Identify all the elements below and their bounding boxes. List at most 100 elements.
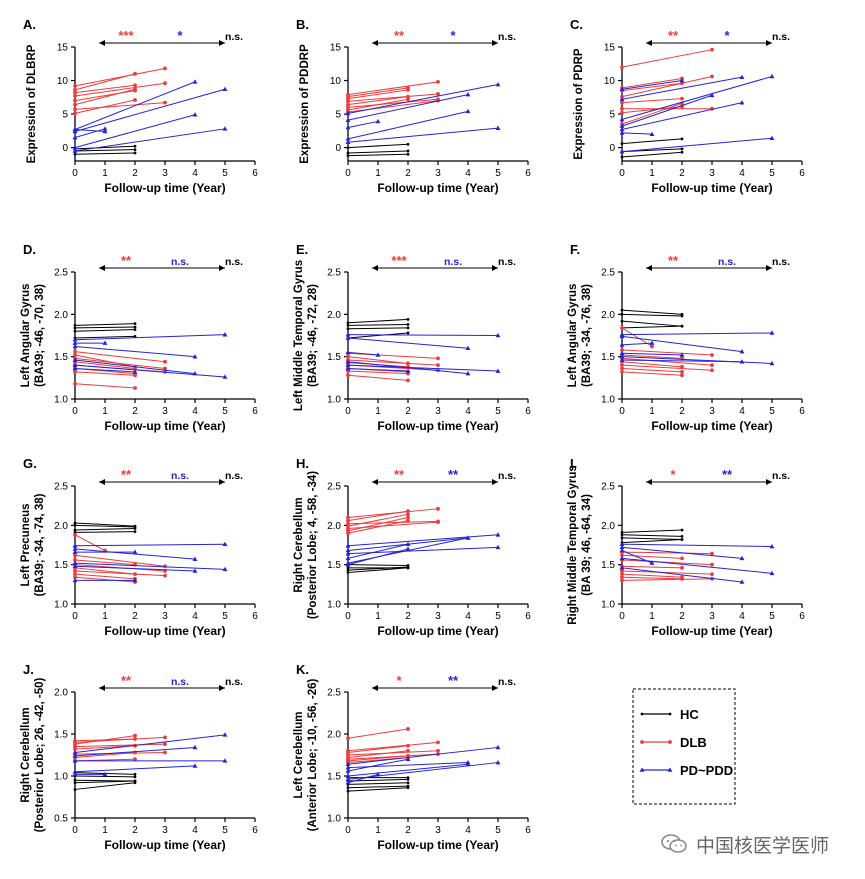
y-tick-label: 15 — [330, 43, 342, 54]
y-axis-label: Expression of DLBRP — [26, 44, 38, 163]
panel-letter: I. — [570, 456, 577, 471]
data-point — [739, 74, 745, 79]
data-point — [375, 771, 381, 777]
significance-label: * — [670, 467, 676, 482]
subject-line-dlb — [73, 83, 137, 95]
data-point — [680, 370, 684, 374]
y-axis-label: (Anterior Lobe; -10, -56, -26) — [307, 678, 319, 831]
data-point — [619, 565, 625, 570]
data-point — [192, 568, 198, 573]
data-point — [668, 712, 672, 716]
series-line — [74, 548, 196, 560]
y-axis-label: Right Middle Temporal Gyrus — [567, 465, 579, 625]
x-tick-label: 3 — [709, 406, 715, 417]
series-line — [74, 351, 166, 363]
data-point — [620, 142, 624, 145]
y-tick-label: 1.5 — [327, 560, 341, 571]
x-tick-label: 1 — [375, 168, 381, 179]
data-point — [406, 326, 410, 330]
subject-line-pd — [72, 744, 198, 758]
data-point — [192, 744, 198, 750]
series-line — [347, 745, 409, 753]
series-line — [347, 327, 409, 330]
data-point — [73, 523, 77, 527]
data-point — [346, 786, 350, 790]
data-point — [163, 359, 167, 364]
data-point — [345, 773, 351, 778]
data-point — [72, 563, 78, 569]
data-point — [346, 146, 350, 149]
y-tick-label: 2.0 — [601, 310, 615, 321]
series-line — [347, 323, 409, 326]
legend-label: DLB — [680, 735, 707, 750]
data-point — [406, 748, 410, 753]
x-tick-label: 2 — [679, 168, 685, 179]
data-point — [73, 107, 77, 112]
data-point — [465, 371, 471, 376]
data-point — [739, 348, 745, 354]
subject-line-hc — [73, 530, 137, 534]
x-tick-label: 0 — [345, 168, 351, 179]
series-line — [347, 96, 409, 106]
x-tick-label: 3 — [435, 825, 441, 836]
subject-line-dlb — [346, 354, 410, 366]
data-point — [620, 106, 624, 111]
data-point — [406, 515, 410, 520]
y-tick-label: 1.5 — [601, 352, 615, 363]
data-point — [680, 373, 684, 378]
legend-label: PD~PDD — [680, 763, 733, 778]
x-tick-label: 4 — [192, 825, 198, 836]
subject-line-pd — [619, 340, 655, 347]
series-line — [347, 564, 409, 566]
subject-line-pd — [619, 565, 745, 584]
data-point — [668, 740, 672, 744]
data-point — [345, 547, 351, 553]
series-line — [74, 524, 136, 528]
subject-line-pd — [72, 563, 198, 573]
data-point — [620, 110, 624, 115]
data-point — [680, 137, 684, 141]
data-point — [406, 94, 410, 99]
series-line — [74, 765, 196, 773]
data-point — [192, 112, 198, 117]
subject-line-pd — [619, 544, 745, 561]
significance-label: ** — [394, 28, 405, 43]
series-line — [621, 356, 773, 364]
data-point — [72, 337, 78, 342]
subject-line-hc — [346, 323, 410, 327]
data-point — [620, 65, 624, 70]
data-point — [495, 544, 501, 550]
x-axis-label: Follow-up time (Year) — [377, 181, 498, 195]
data-point — [620, 366, 624, 371]
data-point — [495, 332, 501, 338]
subject-line-hc — [346, 142, 410, 149]
data-point — [405, 756, 411, 761]
y-axis-label: Left Precuneus — [20, 503, 32, 586]
series-line — [347, 120, 379, 128]
data-point — [436, 520, 440, 525]
subject-line-dlb — [346, 351, 440, 361]
subject-line-dlb — [73, 569, 167, 578]
data-point — [222, 374, 228, 379]
chart-panel-g: 1.0 1.5 2.0 2.5 0 1 2 3 4 5 6 Follow-up time (Year)… — [20, 456, 258, 638]
data-point — [72, 546, 78, 551]
data-point — [132, 577, 138, 583]
significance-label: * — [724, 28, 730, 43]
data-point — [406, 97, 410, 102]
subject-line-pd — [72, 365, 138, 374]
series-line — [621, 94, 713, 127]
data-point — [346, 571, 350, 574]
subject-line-dlb — [73, 100, 167, 112]
data-point — [406, 518, 410, 523]
data-point — [72, 343, 78, 349]
series-line — [347, 364, 499, 372]
series-line — [347, 153, 409, 157]
data-point — [739, 100, 745, 105]
data-point — [72, 362, 78, 367]
y-tick-label: 15 — [604, 43, 616, 54]
x-tick-label: 3 — [435, 406, 441, 417]
arrow-head-left — [99, 685, 105, 691]
subject-line-dlb — [73, 553, 167, 569]
significance-label: *** — [391, 253, 407, 268]
subject-line-dlb — [73, 81, 167, 98]
